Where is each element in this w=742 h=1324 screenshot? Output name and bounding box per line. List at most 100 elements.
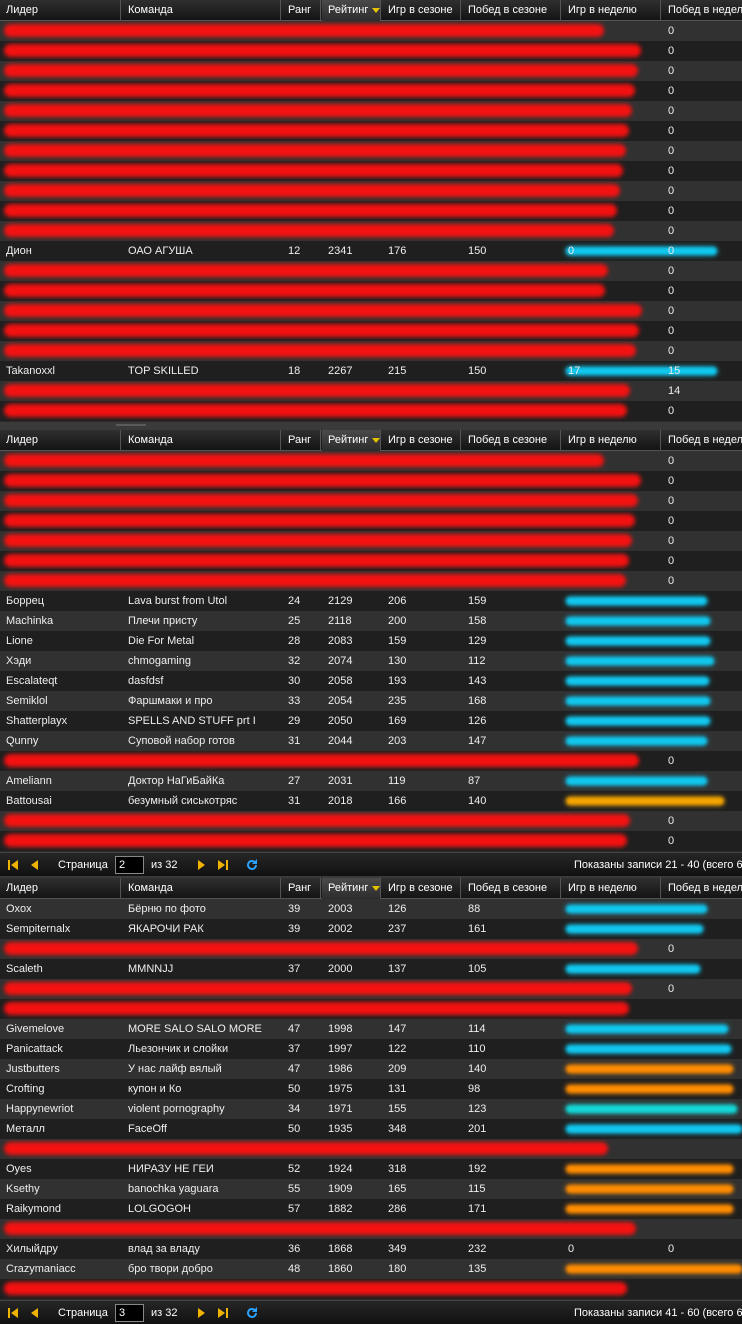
prev-page-icon[interactable]: [30, 860, 40, 870]
table-row[interactable]: 0: [0, 261, 742, 281]
column-header-week-games[interactable]: Игр в неделю: [562, 0, 661, 21]
table-row[interactable]: Sempiternalx ЯКАРОЧИ РАК 39 2002 237 161: [0, 919, 742, 939]
table-row[interactable]: 0: [0, 471, 742, 491]
column-header-rating[interactable]: Рейтинг: [322, 878, 381, 899]
column-header-season-games[interactable]: Игр в сезоне: [382, 0, 461, 21]
table-row[interactable]: 0: [0, 491, 742, 511]
table-row[interactable]: 0: [0, 979, 742, 999]
table-row[interactable]: Takanoxxl TOP SKILLED 18 2267 215 150 17 15: [0, 361, 742, 381]
table-row[interactable]: Scaleth MMNNJJ 37 2000 137 105: [0, 959, 742, 979]
table-row[interactable]: Happynewriot violent pornography 34 1971 155…: [0, 1099, 742, 1119]
column-header-team[interactable]: Команда: [122, 0, 281, 21]
table-row[interactable]: [0, 1219, 742, 1239]
column-header-leader[interactable]: Лидер: [0, 878, 121, 899]
table-row[interactable]: 14: [0, 381, 742, 401]
table-row[interactable]: 0: [0, 939, 742, 959]
table-row[interactable]: 0: [0, 511, 742, 531]
table-row[interactable]: 0: [0, 301, 742, 321]
column-header-rating[interactable]: Рейтинг: [322, 0, 381, 21]
table-row[interactable]: 0: [0, 811, 742, 831]
table-row[interactable]: Battousai безумный сиськотряс 31 2018 166 140: [0, 791, 742, 811]
first-page-icon[interactable]: [8, 860, 18, 870]
table-row[interactable]: Justbutters У нас лайф вялый 47 1986 209 140: [0, 1059, 742, 1079]
table-row[interactable]: 0: [0, 321, 742, 341]
prev-page-icon[interactable]: [30, 1308, 40, 1318]
last-page-icon[interactable]: [218, 1308, 228, 1318]
table-row[interactable]: 0: [0, 81, 742, 101]
last-page-icon[interactable]: [218, 860, 228, 870]
column-header-rank[interactable]: Ранг: [282, 430, 321, 451]
table-row[interactable]: Хилыйдру влад за владу 36 1868 349 232 0 0: [0, 1239, 742, 1259]
table-row[interactable]: 0: [0, 101, 742, 121]
table-row[interactable]: Qunny Суповой набор готов 31 2044 203 147: [0, 731, 742, 751]
cell-season-wins: 126: [468, 715, 487, 727]
table-row[interactable]: 0: [0, 41, 742, 61]
column-header-week-wins[interactable]: Побед в неделю: [662, 0, 742, 21]
table-row[interactable]: Металл FaceOff 50 1935 348 201: [0, 1119, 742, 1139]
column-header-season-wins[interactable]: Побед в сезоне: [462, 0, 561, 21]
next-page-icon[interactable]: [196, 860, 206, 870]
table-row[interactable]: 0: [0, 531, 742, 551]
table-row[interactable]: Crofting купон и Ко 50 1975 131 98: [0, 1079, 742, 1099]
column-header-season-games[interactable]: Игр в сезоне: [382, 878, 461, 899]
column-header-week-wins[interactable]: Побед в неделю: [662, 878, 742, 899]
table-row[interactable]: Ameliann Доктор НаГиБайКа 27 2031 119 87: [0, 771, 742, 791]
column-header-week-wins[interactable]: Побед в неделю: [662, 430, 742, 451]
table-row[interactable]: 0: [0, 831, 742, 851]
table-row[interactable]: Raikymond LOLGOGOH 57 1882 286 171: [0, 1199, 742, 1219]
cell-rank: 30: [288, 675, 301, 687]
table-row[interactable]: 0: [0, 161, 742, 181]
table-row[interactable]: 0: [0, 201, 742, 221]
cell-leader: Happynewriot: [6, 1103, 74, 1115]
table-row[interactable]: Panicattack Льезончик и слойки 37 1997 122 11…: [0, 1039, 742, 1059]
table-row[interactable]: Ksethy banochka yaguara 55 1909 165 115: [0, 1179, 742, 1199]
table-row[interactable]: 0: [0, 221, 742, 241]
table-row[interactable]: 0: [0, 121, 742, 141]
table-row[interactable]: Дион ОАО АГУША 12 2341 176 150 0 0: [0, 241, 742, 261]
column-header-season-wins[interactable]: Побед в сезоне: [462, 430, 561, 451]
column-header-team[interactable]: Команда: [122, 430, 281, 451]
table-row[interactable]: Shatterplayx SPELLS AND STUFF prt I 29 2050…: [0, 711, 742, 731]
table-row[interactable]: 0: [0, 551, 742, 571]
table-row[interactable]: 0: [0, 141, 742, 161]
table-row[interactable]: Oxox Бёрню по фото 39 2003 126 88: [0, 899, 742, 919]
column-header-week-games[interactable]: Игр в неделю: [562, 878, 661, 899]
table-row[interactable]: 0: [0, 61, 742, 81]
column-header-rating[interactable]: Рейтинг: [322, 430, 381, 451]
first-page-icon[interactable]: [8, 1308, 18, 1318]
table-row[interactable]: Machinka Плечи присту 25 2118 200 158: [0, 611, 742, 631]
table-row[interactable]: 0: [0, 281, 742, 301]
table-row[interactable]: 0: [0, 21, 742, 41]
table-row[interactable]: Givemelove MORE SALO SALO MORE 47 1998 147 11…: [0, 1019, 742, 1039]
page-number-input[interactable]: [115, 856, 144, 874]
table-row[interactable]: 0: [0, 571, 742, 591]
table-row[interactable]: [0, 999, 742, 1019]
table-row[interactable]: Lione Die For Metal 28 2083 159 129: [0, 631, 742, 651]
table-row[interactable]: [0, 1139, 742, 1159]
table-row[interactable]: Crazymaniacc бро твори добро 48 1860 180 135: [0, 1259, 742, 1279]
refresh-icon[interactable]: [246, 859, 258, 871]
column-header-season-games[interactable]: Игр в сезоне: [382, 430, 461, 451]
table-row[interactable]: 0: [0, 341, 742, 361]
table-row[interactable]: Боррец Lava burst from Utol 24 2129 206 159: [0, 591, 742, 611]
table-row[interactable]: 0: [0, 751, 742, 771]
table-row[interactable]: Хэди chmogaming 32 2074 130 112: [0, 651, 742, 671]
next-page-icon[interactable]: [196, 1308, 206, 1318]
table-row[interactable]: Oyes НИРАЗУ НЕ ГЕИ 52 1924 318 192: [0, 1159, 742, 1179]
splitter-handle[interactable]: [116, 424, 146, 426]
table-row[interactable]: 0: [0, 401, 742, 421]
column-header-leader[interactable]: Лидер: [0, 0, 121, 21]
column-header-leader[interactable]: Лидер: [0, 430, 121, 451]
column-header-rank[interactable]: Ранг: [282, 0, 321, 21]
column-header-team[interactable]: Команда: [122, 878, 281, 899]
refresh-icon[interactable]: [246, 1307, 258, 1319]
table-row[interactable]: 0: [0, 181, 742, 201]
column-header-rank[interactable]: Ранг: [282, 878, 321, 899]
column-header-week-games[interactable]: Игр в неделю: [562, 430, 661, 451]
page-number-input[interactable]: [115, 1304, 144, 1322]
table-row[interactable]: Semiklol Фаршмаки и про 33 2054 235 168: [0, 691, 742, 711]
table-row[interactable]: [0, 1279, 742, 1299]
table-row[interactable]: Escalateqt dasfdsf 30 2058 193 143: [0, 671, 742, 691]
table-row[interactable]: 0: [0, 451, 742, 471]
column-header-season-wins[interactable]: Побед в сезоне: [462, 878, 561, 899]
